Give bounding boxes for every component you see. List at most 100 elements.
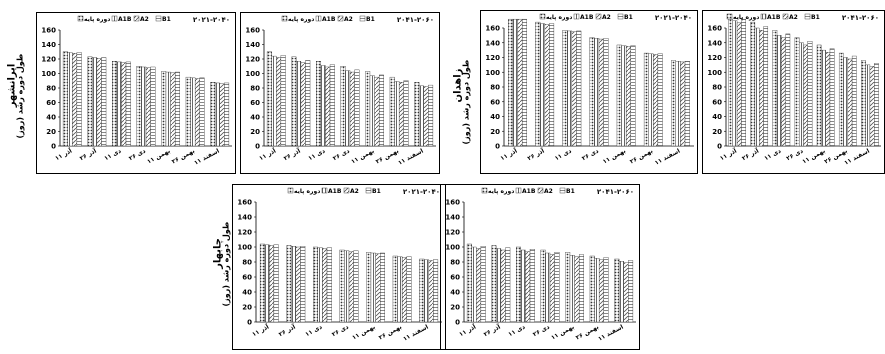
bar	[369, 75, 375, 147]
y-tick-label: 40	[242, 289, 252, 297]
bar	[344, 250, 350, 323]
bar	[116, 61, 122, 147]
y-tick-label: 80	[46, 85, 56, 93]
bar	[210, 82, 216, 147]
x-tick-label: ۱۱ آذر	[457, 321, 478, 338]
legend-label: A1B	[522, 188, 536, 195]
bar	[578, 254, 584, 323]
x-tick-label: ۲۶ آذر	[482, 321, 503, 338]
bar	[565, 252, 571, 323]
bar	[829, 48, 835, 147]
bar	[491, 245, 497, 323]
y-tick-label: 40	[46, 114, 56, 122]
bar	[259, 243, 265, 323]
bar	[121, 62, 127, 147]
y-tick-label: 80	[490, 84, 500, 92]
bar	[571, 31, 577, 147]
legend-label: B1	[624, 14, 633, 21]
y-tick-label: 120	[237, 229, 252, 237]
legend-swatch	[515, 187, 522, 194]
bar	[763, 26, 769, 147]
bar	[317, 247, 323, 323]
legend-swatch	[539, 13, 546, 20]
legend-swatch	[617, 13, 624, 20]
legend-label: دوره پایه	[733, 14, 759, 21]
bar	[62, 51, 68, 147]
x-tick-label: ۱۱ بهمن	[801, 148, 826, 166]
y-tick-label: 100	[237, 244, 252, 252]
bar	[623, 262, 629, 323]
bar	[398, 82, 404, 147]
legend-label: B1	[372, 188, 381, 195]
bar	[389, 76, 395, 147]
y-tick-label: 100	[707, 69, 722, 77]
legend-label: A1B	[322, 16, 336, 23]
legend: ۲۰۲۱-۲۰۴۰ B1 A2 A1B دوره پایه	[539, 13, 692, 22]
legend-swatch	[281, 15, 288, 22]
bar	[476, 248, 482, 323]
bar	[136, 66, 142, 147]
y-tick-label: 60	[490, 98, 500, 106]
y-tick-label: 120	[245, 56, 260, 64]
y-tick-label: 120	[445, 229, 460, 237]
legend-label: B1	[162, 16, 171, 23]
legend-swatch	[760, 13, 767, 20]
chart-svg: 0 20 40 60 80 100 120 140 160 ۱۱ آذر ۲۶ آذر ۱۱ دی ۲۶…	[232, 184, 446, 350]
bar	[418, 85, 424, 147]
bar	[76, 52, 82, 147]
bar	[375, 253, 381, 323]
bar	[675, 61, 681, 147]
legend-swatch	[287, 187, 294, 194]
bar	[821, 49, 826, 147]
bar	[165, 71, 171, 147]
bar	[576, 30, 582, 147]
bar	[869, 66, 875, 147]
bar	[569, 255, 575, 323]
bar	[428, 260, 434, 323]
chart-iranshahr-2041-2060: 0 20 40 60 80 100 120 140 160 ۱۱ آذر ۲۶ آذر ۱۱ دی ۲۶…	[240, 12, 440, 174]
bar	[594, 258, 600, 323]
legend-label: A1B	[328, 188, 342, 195]
x-tick-label: ۱۱ آذر	[498, 145, 519, 162]
y-tick-label: 60	[450, 274, 460, 282]
y-tick-label: 160	[445, 199, 460, 207]
y-tick-label: 140	[41, 41, 56, 49]
bar	[874, 63, 879, 147]
bar	[354, 69, 360, 147]
chart-zahedan-2021-2040: 0 20 40 60 80 100 120 140 160 ۱۱ آذر ۲۶ آذر ۱۱ دی ۲۶…	[480, 10, 698, 174]
legend-swatch	[133, 15, 140, 22]
legend-label: A2	[602, 14, 611, 21]
legend-swatch	[321, 187, 328, 194]
bar	[374, 76, 380, 147]
bar	[648, 53, 654, 147]
bar	[291, 246, 297, 323]
bar	[340, 66, 346, 147]
bar	[190, 77, 196, 147]
bar	[150, 66, 156, 147]
bar	[480, 246, 486, 323]
bar	[161, 71, 167, 147]
chart-title: ۲۰۴۱-۲۰۶۰	[397, 16, 434, 24]
legend: ۲۰۴۱-۲۰۶۰ B1 A2 A1B دوره پایه	[726, 13, 879, 22]
legend: ۲۰۴۱-۲۰۶۰ B1 A2 A1B دوره پایه	[281, 15, 434, 24]
bar	[618, 261, 624, 323]
y-tick-label: 100	[41, 70, 56, 78]
bar	[339, 249, 345, 323]
bar	[276, 57, 282, 147]
bar	[807, 41, 813, 147]
x-tick-label: ۱۱ بهمن	[351, 324, 376, 342]
x-tick-label: ۲۶ بهمن	[629, 148, 654, 166]
bar	[170, 72, 176, 147]
chart-zahedan-2041-2060: 0 20 40 60 80 100 120 140 160 ۱۱ آذر ۲۶ آذر ۱۱ دی ۲۶…	[702, 10, 885, 174]
x-tick-label: ۱۱ دی	[304, 324, 323, 339]
y-tick-label: 140	[237, 214, 252, 222]
bar	[535, 21, 541, 147]
x-tick-label: ۱۱ بهمن	[550, 324, 575, 342]
bar	[370, 252, 376, 323]
bar	[185, 76, 191, 147]
y-tick-label: 40	[712, 113, 722, 121]
chart-title: ۲۰۴۱-۲۰۶۰	[597, 188, 634, 196]
y-tick-label: 80	[250, 85, 260, 93]
bar	[112, 60, 118, 147]
y-tick-label: 0	[495, 143, 500, 151]
